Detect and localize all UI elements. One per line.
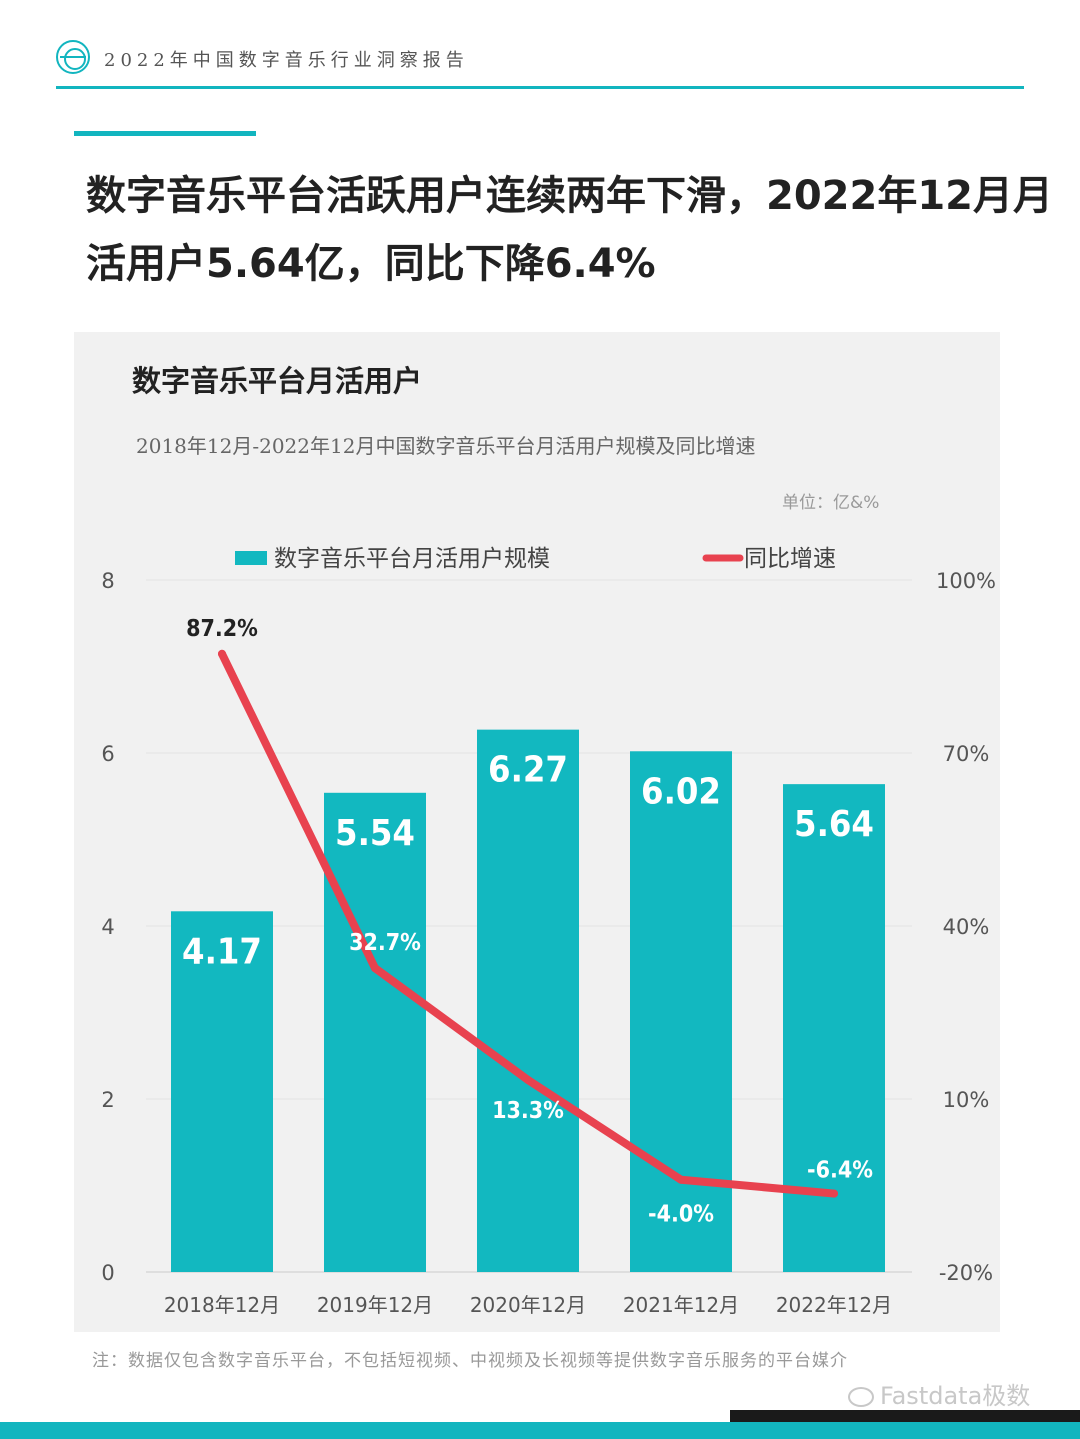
bar-value-label: 5.54	[335, 813, 415, 854]
page-headline: 数字音乐平台活跃用户连续两年下滑，2022年12月月活用户5.64亿，同比下降6…	[86, 173, 1053, 287]
growth-point	[830, 1189, 838, 1198]
chart-subtitle: 2018年12月-2022年12月中国数字音乐平台月活用户规模及同比增速	[136, 434, 756, 458]
x-tick-label: 2022年12月	[776, 1293, 892, 1317]
legend-line-label: 同比增速	[744, 546, 836, 572]
y-left-tick-label: 8	[101, 569, 114, 593]
header-divider	[56, 86, 1024, 89]
y-right-tick-label: -20%	[939, 1261, 993, 1285]
growth-point	[524, 1075, 532, 1084]
growth-value-label: 87.2%	[186, 616, 258, 642]
bar	[477, 729, 579, 1272]
growth-point	[677, 1175, 685, 1184]
x-tick-label: 2019年12月	[317, 1293, 433, 1317]
report-title: 2022年中国数字音乐行业洞察报告	[104, 50, 469, 71]
legend-bar-swatch	[235, 551, 267, 565]
y-right-tick-label: 70%	[943, 742, 990, 766]
y-right-tick-label: 40%	[943, 915, 990, 939]
x-tick-label: 2021年12月	[623, 1293, 739, 1317]
bar	[783, 784, 885, 1272]
chart-unit: 单位：亿&%	[782, 493, 880, 513]
bar	[171, 911, 273, 1272]
combo-chart: 0 2 4 6 8 -20% 10% 40% 70% 100% 数字音乐平台月活用户规模 同比增速 4.…	[101, 546, 996, 1317]
report-logo-icon	[56, 40, 90, 74]
bar-value-label: 4.17	[182, 931, 262, 972]
x-tick-label: 2020年12月	[470, 1293, 586, 1317]
growth-value-label: 32.7%	[349, 930, 421, 956]
y-left-tick-label: 4	[101, 915, 114, 939]
wechat-icon	[848, 1387, 874, 1407]
growth-value-label: -4.0%	[648, 1202, 714, 1228]
y-left-tick-label: 0	[101, 1261, 114, 1285]
growth-point	[371, 964, 379, 973]
x-tick-label: 2018年12月	[164, 1293, 280, 1317]
bar	[630, 751, 732, 1272]
growth-point	[218, 649, 226, 658]
chart-panel: 数字音乐平台月活用户 2018年12月-2022年12月中国数字音乐平台月活用户…	[74, 332, 1000, 1332]
chart-title: 数字音乐平台月活用户	[132, 364, 423, 398]
y-right-tick-label: 10%	[943, 1088, 990, 1112]
report-header: 2022年中国数字音乐行业洞察报告	[56, 40, 1024, 90]
watermark: Fastdata极数	[848, 1376, 1030, 1411]
growth-value-label: -6.4%	[807, 1158, 873, 1184]
bar-value-label: 5.64	[794, 804, 874, 845]
legend-bar-label: 数字音乐平台月活用户规模	[274, 546, 550, 572]
bar	[324, 792, 426, 1272]
footer-dark-strip	[730, 1410, 1080, 1422]
y-left-tick-label: 6	[101, 742, 114, 766]
footnote: 注：数据仅包含数字音乐平台，不包括短视频、中视频及长视频等提供数字音乐服务的平台…	[92, 1351, 848, 1371]
y-right-tick-label: 100%	[936, 569, 996, 593]
bar-value-label: 6.27	[488, 750, 568, 791]
bar-value-label: 6.02	[641, 771, 721, 812]
footer-bar	[0, 1422, 1080, 1439]
watermark-text: Fastdata极数	[880, 1382, 1031, 1410]
headline-accent-bar	[74, 131, 256, 136]
y-left-tick-label: 2	[101, 1088, 114, 1112]
growth-value-label: 13.3%	[492, 1098, 564, 1124]
